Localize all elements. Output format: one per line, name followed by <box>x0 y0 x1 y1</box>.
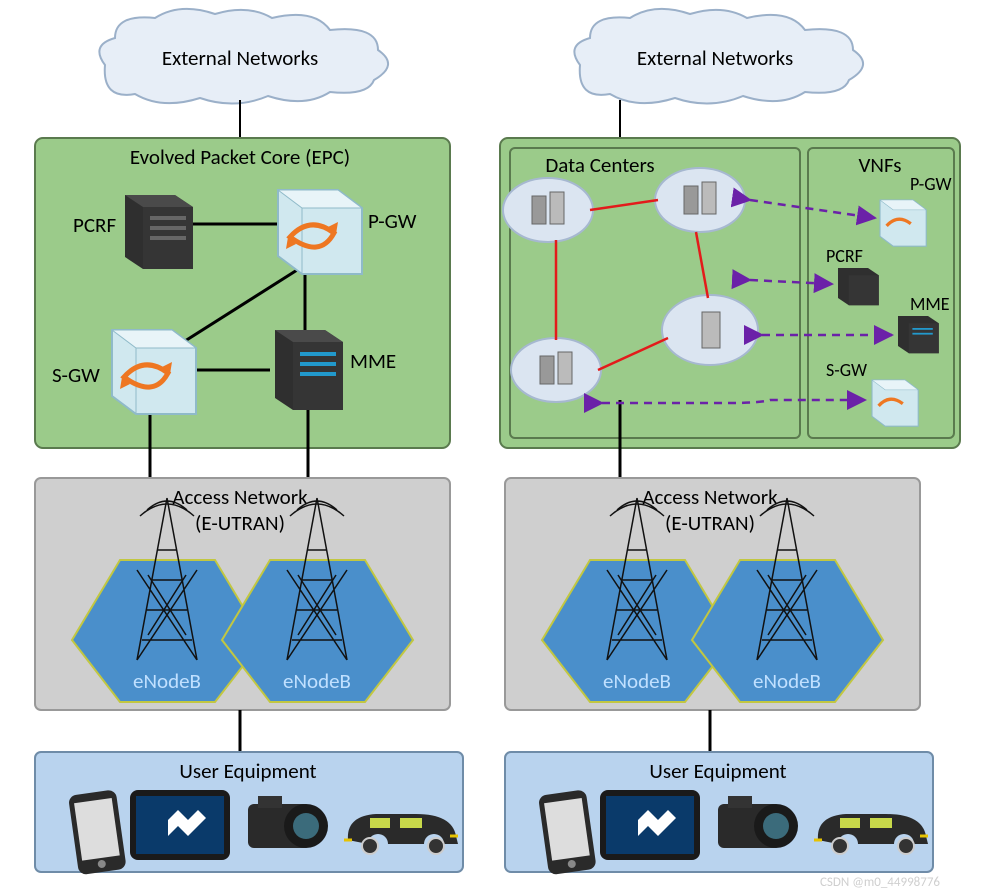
svg-text:MME: MME <box>350 348 396 374</box>
watermark: CSDN @m0_44998776 <box>820 875 940 890</box>
ue-title-l: User Equipment <box>179 758 316 784</box>
epc-title: Evolved Packet Core (EPC) <box>130 144 350 170</box>
svg-text:PCRF: PCRF <box>73 212 116 238</box>
dc-title: Data Centers <box>545 152 654 178</box>
ue-title-r: User Equipment <box>649 758 786 784</box>
access-title2-l: (E-UTRAN) <box>195 510 285 536</box>
svg-text:S-GW: S-GW <box>826 359 867 381</box>
external-cloud-label: External Networks <box>162 45 318 71</box>
svg-text:eNodeB: eNodeB <box>603 668 671 694</box>
svg-text:P-GW: P-GW <box>368 208 417 234</box>
external-cloud-right: External Networks <box>574 9 863 104</box>
svg-text:S-GW: S-GW <box>52 362 100 388</box>
access-title1-l: Access Network <box>172 484 308 510</box>
svg-text:eNodeB: eNodeB <box>133 668 201 694</box>
svg-text:MME: MME <box>910 293 950 315</box>
access-title1-r: Access Network <box>642 484 778 510</box>
epc-box <box>35 138 450 448</box>
svg-text:P-GW: P-GW <box>910 173 952 195</box>
svg-text:eNodeB: eNodeB <box>283 668 351 694</box>
svg-text:eNodeB: eNodeB <box>753 668 821 694</box>
svg-text:PCRF: PCRF <box>826 245 863 267</box>
vnf-title: VNFs <box>859 152 902 178</box>
access-title2-r: (E-UTRAN) <box>665 510 755 536</box>
external-cloud-label-r: External Networks <box>637 45 793 71</box>
external-cloud-left: External Networks <box>99 9 388 104</box>
